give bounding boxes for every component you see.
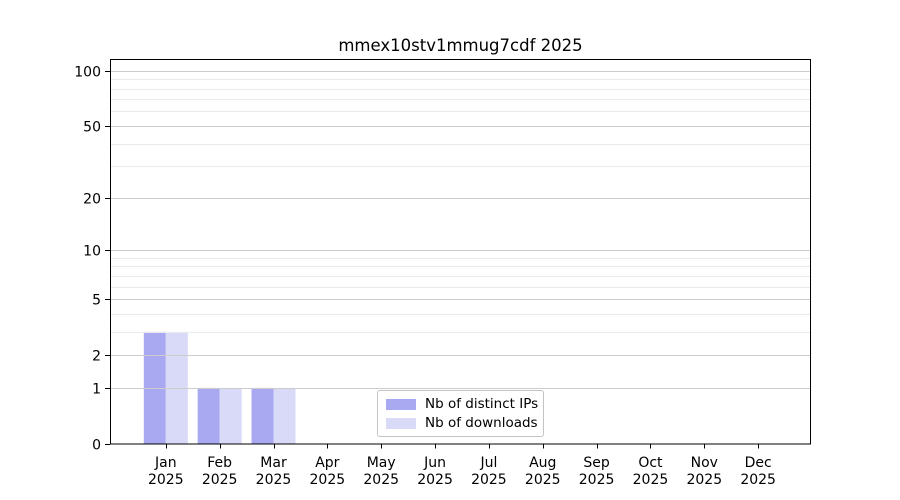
legend: Nb of distinct IPs Nb of downloads — [377, 390, 544, 437]
bar-distinct-ips-jan — [143, 331, 166, 444]
bar-downloads-mar — [273, 387, 296, 444]
y-tick-label-5: 5 — [92, 293, 101, 309]
bar-distinct-ips-feb — [197, 387, 220, 444]
y-tick-label-20: 20 — [83, 192, 101, 208]
chart-title: mmex10stv1mmug7cdf 2025 — [338, 36, 583, 55]
x-tick-label-month-jul: Jul — [479, 455, 497, 471]
x-tick-label-month-jun: Jun — [423, 455, 446, 471]
x-tick-label-year-oct: 2025 — [633, 472, 669, 488]
x-tick-label-month-oct: Oct — [638, 455, 663, 471]
x-tick-label-year-nov: 2025 — [686, 472, 722, 488]
y-tick-label-10: 10 — [83, 244, 101, 260]
x-tick-label-month-aug: Aug — [529, 455, 556, 471]
x-tick-label-year-sep: 2025 — [579, 472, 615, 488]
legend-label-downloads: Nb of downloads — [425, 414, 538, 431]
x-tick-label-year-mar: 2025 — [256, 472, 292, 488]
plot-background — [110, 59, 811, 444]
x-tick-label-month-mar: Mar — [260, 455, 287, 471]
x-tick-label-month-apr: Apr — [315, 455, 339, 471]
y-tick-label-2: 2 — [92, 349, 101, 365]
plot-frame — [110, 59, 811, 445]
bar-distinct-ips-mar — [251, 387, 274, 444]
x-tick-label-month-may: May — [367, 455, 396, 471]
legend-entry-distinct-ips: Nb of distinct IPs — [386, 395, 543, 412]
x-tick-label-month-nov: Nov — [691, 455, 718, 471]
x-tick-label-year-dec: 2025 — [740, 472, 776, 488]
legend-entry-downloads: Nb of downloads — [386, 414, 543, 431]
x-tick-label-year-aug: 2025 — [525, 472, 561, 488]
x-tick-label-month-feb: Feb — [207, 455, 232, 471]
x-tick-label-year-jul: 2025 — [471, 472, 507, 488]
x-tick-label-year-may: 2025 — [363, 472, 399, 488]
x-tick-label-month-jan: Jan — [154, 455, 177, 471]
legend-swatch-distinct-ips — [386, 398, 416, 410]
y-tick-label-0: 0 — [92, 438, 101, 454]
bar-downloads-feb — [219, 387, 242, 444]
x-tick-label-year-apr: 2025 — [310, 472, 346, 488]
y-tick-label-50: 50 — [83, 120, 101, 136]
legend-label-distinct-ips: Nb of distinct IPs — [425, 395, 539, 412]
x-tick-label-month-dec: Dec — [745, 455, 772, 471]
y-tick-label-100: 100 — [74, 65, 101, 81]
bar-downloads-jan — [165, 331, 188, 444]
y-tick-label-1: 1 — [92, 382, 101, 398]
x-tick-label-year-jun: 2025 — [417, 472, 453, 488]
x-tick-label-year-feb: 2025 — [202, 472, 238, 488]
x-tick-label-year-jan: 2025 — [148, 472, 184, 488]
legend-swatch-downloads — [386, 417, 416, 429]
x-tick-label-month-sep: Sep — [583, 455, 610, 471]
